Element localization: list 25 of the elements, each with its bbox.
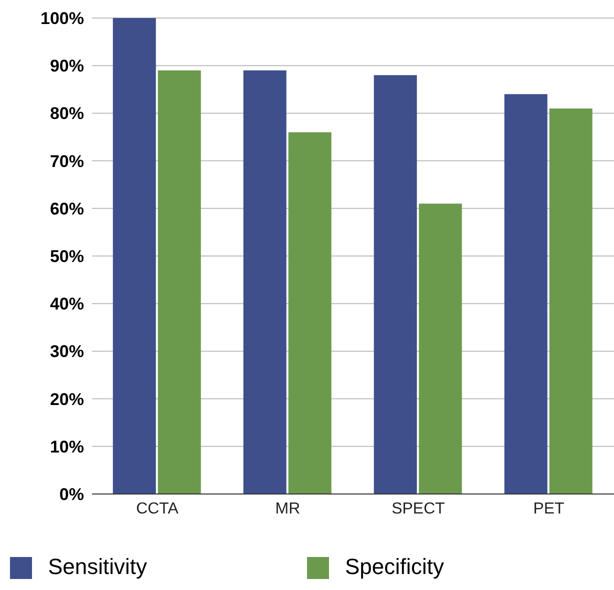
y-tick-label: 30%: [50, 342, 84, 362]
y-tick-label: 20%: [50, 390, 84, 409]
bar: [374, 75, 417, 494]
y-tick-label: 50%: [50, 247, 84, 266]
bar: [158, 70, 201, 494]
y-tick-label: 0%: [59, 485, 84, 504]
bar: [288, 132, 332, 494]
bar: [549, 108, 592, 494]
x-tick-label: MR: [275, 500, 300, 518]
x-tick-label: PET: [533, 500, 565, 518]
y-tick-label: 10%: [50, 437, 84, 456]
bar: [243, 70, 286, 494]
y-tick-label: 40%: [50, 294, 84, 314]
y-tick-label: 60%: [50, 199, 84, 218]
legend-label: Specificity: [345, 554, 444, 579]
bar: [112, 18, 156, 494]
bar: [504, 94, 548, 494]
y-tick-label: 100%: [40, 9, 84, 28]
y-tick-label: 70%: [50, 152, 84, 171]
bar: [418, 204, 462, 494]
y-tick-label: 80%: [50, 104, 84, 124]
legend-label: Sensitivity: [48, 554, 147, 579]
y-tick-label: 90%: [50, 56, 84, 76]
x-tick-label: CCTA: [136, 500, 179, 518]
x-tick-label: SPECT: [392, 500, 446, 518]
